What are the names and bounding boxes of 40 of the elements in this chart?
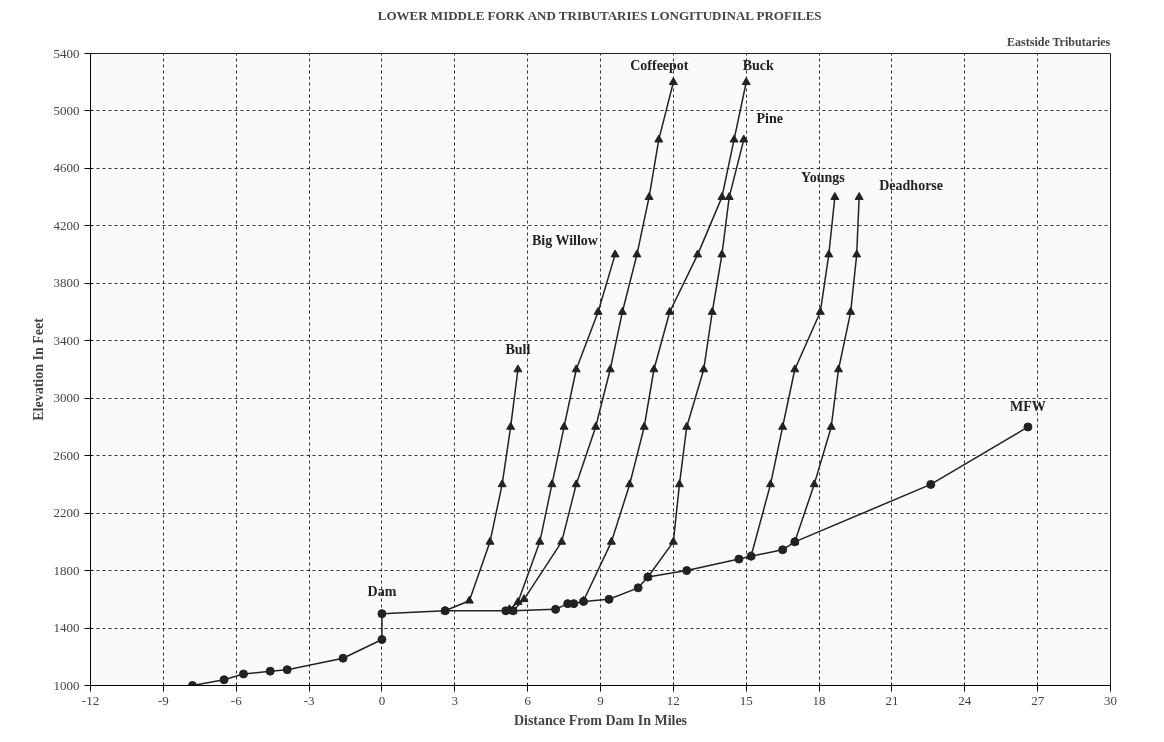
x-tick-label: 3 xyxy=(451,692,459,708)
y-axis-title: Elevation In Feet xyxy=(30,317,46,421)
chart-subtitle: Eastside Tributaries xyxy=(1007,34,1111,49)
series-label: Deadhorse xyxy=(879,177,944,193)
y-tick-label: 2600 xyxy=(53,447,80,463)
y-tick-label: 1000 xyxy=(53,677,80,693)
x-axis-title: Distance From Dam In Miles xyxy=(513,712,688,728)
series-label: Coffeepot xyxy=(630,57,689,73)
x-tick-label: -6 xyxy=(230,692,243,708)
annotation: Dam xyxy=(367,584,397,600)
y-tick-label: 4200 xyxy=(53,217,80,233)
series-label: Bull xyxy=(505,342,531,357)
y-tick-label: 3000 xyxy=(53,390,80,406)
y-tick-label: 4600 xyxy=(53,160,80,176)
x-tick-label: -9 xyxy=(157,692,169,708)
x-tick-label: 27 xyxy=(1031,692,1045,708)
x-tick-label: 21 xyxy=(885,692,899,708)
y-tick-label: 3400 xyxy=(53,332,80,348)
x-tick-label: 18 xyxy=(812,692,826,708)
series-label: Buck xyxy=(742,57,774,73)
y-tick-label: 5000 xyxy=(53,102,80,118)
x-tick-label: 9 xyxy=(597,692,604,708)
series-label: MFW xyxy=(1010,399,1046,415)
x-tick-label: 12 xyxy=(666,692,680,708)
x-tick-label: -3 xyxy=(303,692,315,708)
y-tick-label: 1400 xyxy=(53,620,80,636)
x-tick-label: 15 xyxy=(739,692,753,708)
series-label: Pine xyxy=(756,111,784,127)
y-tick-label: 1800 xyxy=(53,562,80,578)
x-tick-label: 0 xyxy=(378,692,386,708)
x-tick-label: -12 xyxy=(81,692,100,708)
y-tick-label: 2200 xyxy=(53,505,80,521)
series-label: Big Willow xyxy=(531,233,599,249)
series-label: Youngs xyxy=(801,169,846,185)
x-tick-label: 24 xyxy=(958,692,972,708)
y-tick-label: 5400 xyxy=(53,45,80,61)
chart-title: LOWER MIDDLE FORK AND TRIBUTARIES LONGITUDINAL PROFILES xyxy=(377,7,822,23)
x-tick-label: 6 xyxy=(524,692,532,708)
y-tick-label: 3800 xyxy=(53,275,80,291)
x-tick-label: 30 xyxy=(1104,692,1117,708)
